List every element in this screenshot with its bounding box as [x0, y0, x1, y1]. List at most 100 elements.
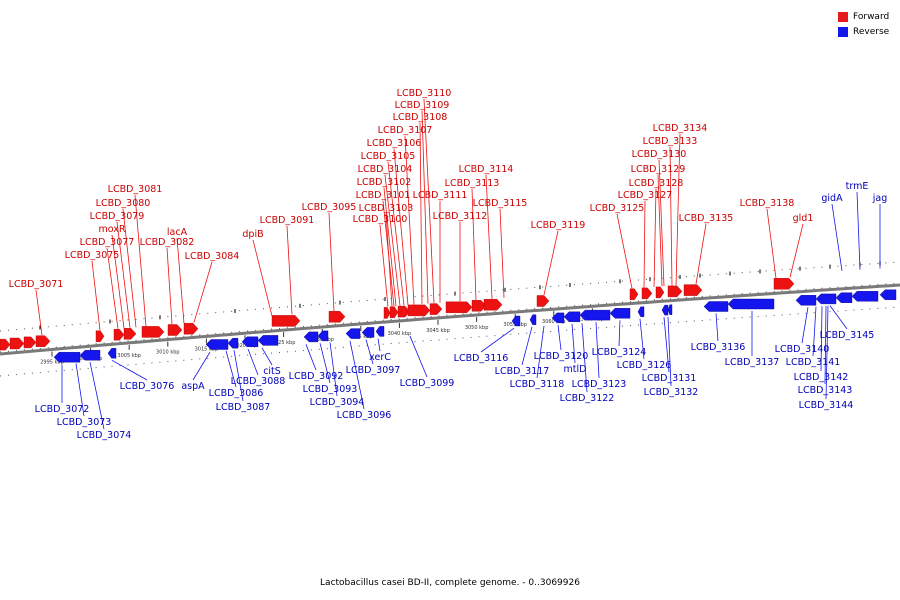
label-leader-line — [329, 342, 338, 397]
gene-label: LCBD_3118 — [510, 379, 565, 390]
forward-gene — [183, 323, 199, 335]
reverse-gene — [879, 289, 897, 300]
reverse-gene — [107, 348, 117, 359]
label-leader-line — [383, 187, 397, 307]
gene-label: LCBD_3113 — [445, 178, 500, 189]
gene-label: LCBD_3111 — [413, 190, 468, 201]
gene-label: LCBD_3076 — [120, 381, 175, 392]
gene-label: LCBD_3145 — [820, 330, 875, 341]
label-leader-line — [616, 213, 633, 289]
forward-gene — [271, 315, 301, 327]
label-leader-line — [667, 316, 672, 387]
forward-swatch — [838, 11, 848, 22]
gene-label: LCBD_3123 — [572, 379, 627, 390]
forward-gene — [95, 330, 105, 342]
forward-gene — [483, 299, 503, 311]
scale-tick-label: 3040 kbp — [388, 331, 412, 337]
label-leader-line — [581, 323, 588, 393]
gene-label: LCBD_3095 — [302, 202, 357, 213]
label-leader-line — [192, 351, 211, 381]
label-leader-line — [543, 230, 559, 295]
gene-label: LCBD_3080 — [96, 198, 151, 209]
reverse-gene — [317, 330, 329, 342]
label-leader-line — [824, 305, 827, 385]
label-leader-line — [789, 223, 804, 278]
forward-gene — [445, 301, 473, 313]
label-leader-line — [675, 133, 681, 286]
gene-label: LCBD_3134 — [653, 123, 708, 134]
gene-label: LCBD_3081 — [108, 184, 163, 195]
label-leader-line — [166, 247, 173, 325]
reverse-gene — [241, 336, 259, 347]
label-leader-line — [499, 208, 505, 298]
label-leader-line — [766, 208, 777, 279]
scale-tick-label: 3020 kbp — [233, 343, 257, 349]
label-leader-line — [384, 174, 401, 306]
label-leader-line — [387, 161, 405, 306]
gene-label: LCBD_3112 — [433, 211, 488, 222]
gene-label: LCBD_3144 — [799, 400, 854, 411]
gene-label: aspA — [181, 381, 205, 392]
gene-label: LCBD_3077 — [80, 237, 135, 248]
label-leader-line — [233, 350, 244, 402]
legend-forward: Forward — [838, 9, 889, 24]
label-leader-line — [225, 350, 237, 388]
label-leader-line — [305, 344, 317, 371]
gene-label: trmE — [846, 181, 869, 192]
label-leader-line — [480, 327, 515, 353]
gene-label: LCBD_3130 — [632, 149, 687, 160]
scale-tick-label: 3010 kbp — [156, 350, 180, 356]
forward-gene — [113, 329, 125, 341]
label-leader-line — [247, 348, 259, 376]
forward-gene — [683, 284, 703, 296]
gene-label: LCBD_3133 — [643, 136, 698, 147]
scale-tick-label: 3050 kbp — [465, 325, 489, 331]
gene-label: LCBD_3097 — [346, 365, 401, 376]
label-leader-line — [657, 174, 663, 287]
gene-label: LCBD_3114 — [459, 164, 514, 175]
label-leader-line — [106, 247, 119, 329]
label-leader-line — [595, 322, 600, 379]
gene-label: LCBD_3141 — [786, 357, 841, 368]
reverse-gene — [53, 352, 81, 363]
gene-label: LCBD_3142 — [794, 372, 849, 383]
reverse-gene — [609, 308, 631, 319]
reverse-gene — [727, 298, 775, 310]
forward-guide-upper — [0, 261, 900, 332]
gene-label: LCBD_3135 — [679, 213, 734, 224]
label-leader-line — [825, 305, 829, 400]
forward-gene — [123, 328, 137, 340]
forward-gene — [0, 338, 11, 351]
label-leader-line — [365, 339, 374, 365]
forward-gene — [328, 311, 346, 323]
gene-label: LCBD_3099 — [400, 378, 455, 389]
gene-label: LCBD_3131 — [642, 373, 697, 384]
scale-tick-label: 3025 kbp — [272, 340, 296, 346]
reverse-swatch — [838, 26, 848, 37]
genome-caption: Lactobacillus casei BD-II, complete geno… — [320, 578, 580, 588]
forward-gene — [397, 305, 411, 318]
label-leader-line — [382, 200, 395, 307]
gene-label: gld1 — [793, 213, 814, 224]
gene-label: LCBD_3108 — [393, 112, 448, 123]
gene-label: LCBD_3127 — [618, 190, 673, 201]
label-leader-line — [618, 320, 621, 347]
gene-label: LCBD_3129 — [631, 164, 686, 175]
label-leader-line — [111, 234, 125, 329]
label-leader-line — [393, 148, 409, 306]
label-leader-line — [377, 338, 381, 352]
gene-label: LCBD_3125 — [590, 203, 645, 214]
label-leader-line — [669, 146, 673, 286]
gene-label: LCBD_3100 — [353, 214, 408, 225]
reverse-gene — [375, 326, 385, 337]
reverse-gene — [703, 301, 729, 312]
reverse-gene — [551, 312, 565, 324]
label-leader-line — [695, 223, 707, 284]
gene-label: LCBD_3093 — [303, 384, 358, 395]
forward-gene — [23, 336, 37, 349]
label-leader-line — [89, 362, 105, 430]
label-leader-line — [421, 110, 429, 304]
gene-label: dpiB — [242, 229, 263, 240]
gene-label: LCBD_3086 — [209, 388, 264, 399]
scale-tick-label: 3060 kbp — [542, 319, 566, 325]
